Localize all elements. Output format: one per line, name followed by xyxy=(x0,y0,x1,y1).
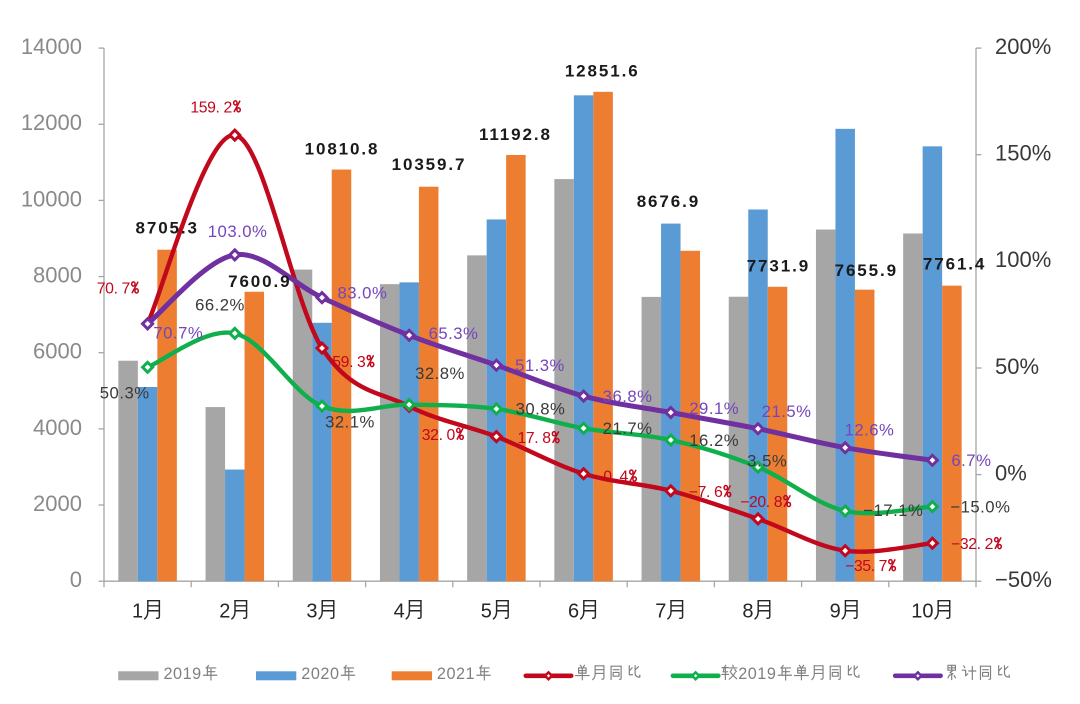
svg-text:32. 0: 32. 0 xyxy=(422,427,456,444)
svg-text:2: 2 xyxy=(219,601,230,623)
svg-text:2000: 2000 xyxy=(33,491,82,516)
svg-text:21.7%: 21.7% xyxy=(603,419,653,438)
svg-text:7655.9: 7655.9 xyxy=(835,261,898,280)
svg-text:70.7%: 70.7% xyxy=(153,324,203,343)
svg-text:21.5%: 21.5% xyxy=(762,402,812,421)
svg-text:−20. 8: −20. 8 xyxy=(740,494,783,511)
svg-text:150%: 150% xyxy=(995,141,1051,166)
svg-text:100%: 100% xyxy=(995,247,1051,272)
svg-text:8000: 8000 xyxy=(33,263,82,288)
svg-text:17. 8: 17. 8 xyxy=(518,430,552,447)
svg-text:2021: 2021 xyxy=(437,665,475,683)
svg-text:14000: 14000 xyxy=(21,34,82,59)
svg-text:7: 7 xyxy=(655,601,666,623)
svg-text:50%: 50% xyxy=(995,354,1039,379)
svg-text:70. 7: 70. 7 xyxy=(97,280,130,297)
svg-text:−35. 7: −35. 7 xyxy=(845,558,887,575)
svg-text:7731.9: 7731.9 xyxy=(747,256,810,275)
svg-text:7600.9: 7600.9 xyxy=(228,272,291,291)
svg-text:32.8%: 32.8% xyxy=(415,364,465,383)
svg-text:0. 4: 0. 4 xyxy=(603,469,628,486)
svg-text:32.1%: 32.1% xyxy=(325,413,375,432)
svg-text:103.0%: 103.0% xyxy=(208,222,268,241)
svg-text:51.3%: 51.3% xyxy=(515,356,565,375)
svg-text:12000: 12000 xyxy=(21,110,82,135)
svg-text:0: 0 xyxy=(70,567,82,592)
svg-text:12851.6: 12851.6 xyxy=(565,62,640,81)
svg-text:6.7%: 6.7% xyxy=(951,451,991,470)
svg-text:4: 4 xyxy=(394,601,405,623)
svg-text:3.5%: 3.5% xyxy=(747,452,787,471)
svg-text:66.2%: 66.2% xyxy=(195,295,245,314)
svg-text:12.6%: 12.6% xyxy=(845,421,895,440)
svg-text:4000: 4000 xyxy=(33,415,82,440)
svg-text:0%: 0% xyxy=(995,461,1027,486)
svg-text:2019: 2019 xyxy=(164,665,202,683)
svg-text:16.2%: 16.2% xyxy=(689,431,739,450)
svg-text:6: 6 xyxy=(568,601,579,623)
svg-text:2020: 2020 xyxy=(301,665,339,683)
svg-text:8705.3: 8705.3 xyxy=(135,219,198,238)
svg-text:9: 9 xyxy=(830,601,841,623)
svg-text:10000: 10000 xyxy=(21,186,82,211)
svg-text:7761.4: 7761.4 xyxy=(923,255,986,274)
svg-text:2019: 2019 xyxy=(738,665,776,683)
svg-text:50.3%: 50.3% xyxy=(100,384,150,403)
svg-text:−7. 6: −7. 6 xyxy=(689,484,723,501)
svg-text:1: 1 xyxy=(132,601,143,623)
svg-text:11192.8: 11192.8 xyxy=(479,125,552,144)
svg-text:−32. 2: −32. 2 xyxy=(951,536,993,553)
svg-text:30.8%: 30.8% xyxy=(516,399,566,418)
svg-text:65.3%: 65.3% xyxy=(429,324,479,343)
svg-text:10: 10 xyxy=(911,601,933,623)
svg-text:59. 3: 59. 3 xyxy=(332,354,366,371)
svg-text:200%: 200% xyxy=(995,34,1051,59)
svg-text:5: 5 xyxy=(481,601,492,623)
svg-text:10810.8: 10810.8 xyxy=(305,140,380,159)
svg-text:10359.7: 10359.7 xyxy=(392,155,467,174)
svg-text:29.1%: 29.1% xyxy=(689,399,739,418)
svg-text:−50%: −50% xyxy=(995,567,1052,592)
svg-text:8676.9: 8676.9 xyxy=(637,192,700,211)
svg-text:36.8%: 36.8% xyxy=(603,387,653,406)
svg-text:−17.1%: −17.1% xyxy=(863,501,923,520)
svg-text:8: 8 xyxy=(742,601,753,623)
svg-text:−15.0%: −15.0% xyxy=(950,497,1010,516)
svg-text:83.0%: 83.0% xyxy=(337,284,387,303)
svg-text:3: 3 xyxy=(306,601,317,623)
svg-text:159. 2: 159. 2 xyxy=(190,99,232,116)
svg-text:6000: 6000 xyxy=(33,339,82,364)
